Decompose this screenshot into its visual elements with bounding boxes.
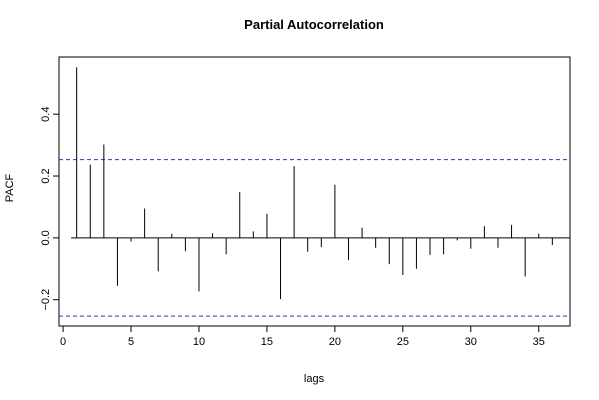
y-axis: −0.2 0.0 0.2 0.4 — [40, 107, 59, 311]
y-axis-label: PACF — [4, 173, 16, 202]
x-axis-label: lags — [304, 373, 325, 385]
x-tick-label: 20 — [329, 336, 341, 348]
y-tick-label: 0.2 — [40, 168, 52, 183]
chart-title: Partial Autocorrelation — [244, 17, 384, 32]
confidence-bounds — [59, 159, 570, 317]
x-axis: 0 5 10 15 20 25 30 35 — [60, 326, 545, 348]
x-tick-label: 25 — [397, 336, 409, 348]
x-tick-label: 30 — [465, 336, 477, 348]
pacf-bars — [76, 67, 553, 300]
x-tick-label: 15 — [261, 336, 273, 348]
y-tick-label: −0.2 — [40, 289, 52, 311]
x-tick-label: 10 — [193, 336, 205, 348]
x-tick-label: 35 — [533, 336, 545, 348]
y-tick-label: 0.4 — [40, 107, 52, 122]
x-tick-label: 0 — [60, 336, 66, 348]
x-tick-label: 5 — [128, 336, 134, 348]
plot-area-frame — [58, 56, 571, 327]
y-tick-label: 0.0 — [40, 230, 52, 245]
